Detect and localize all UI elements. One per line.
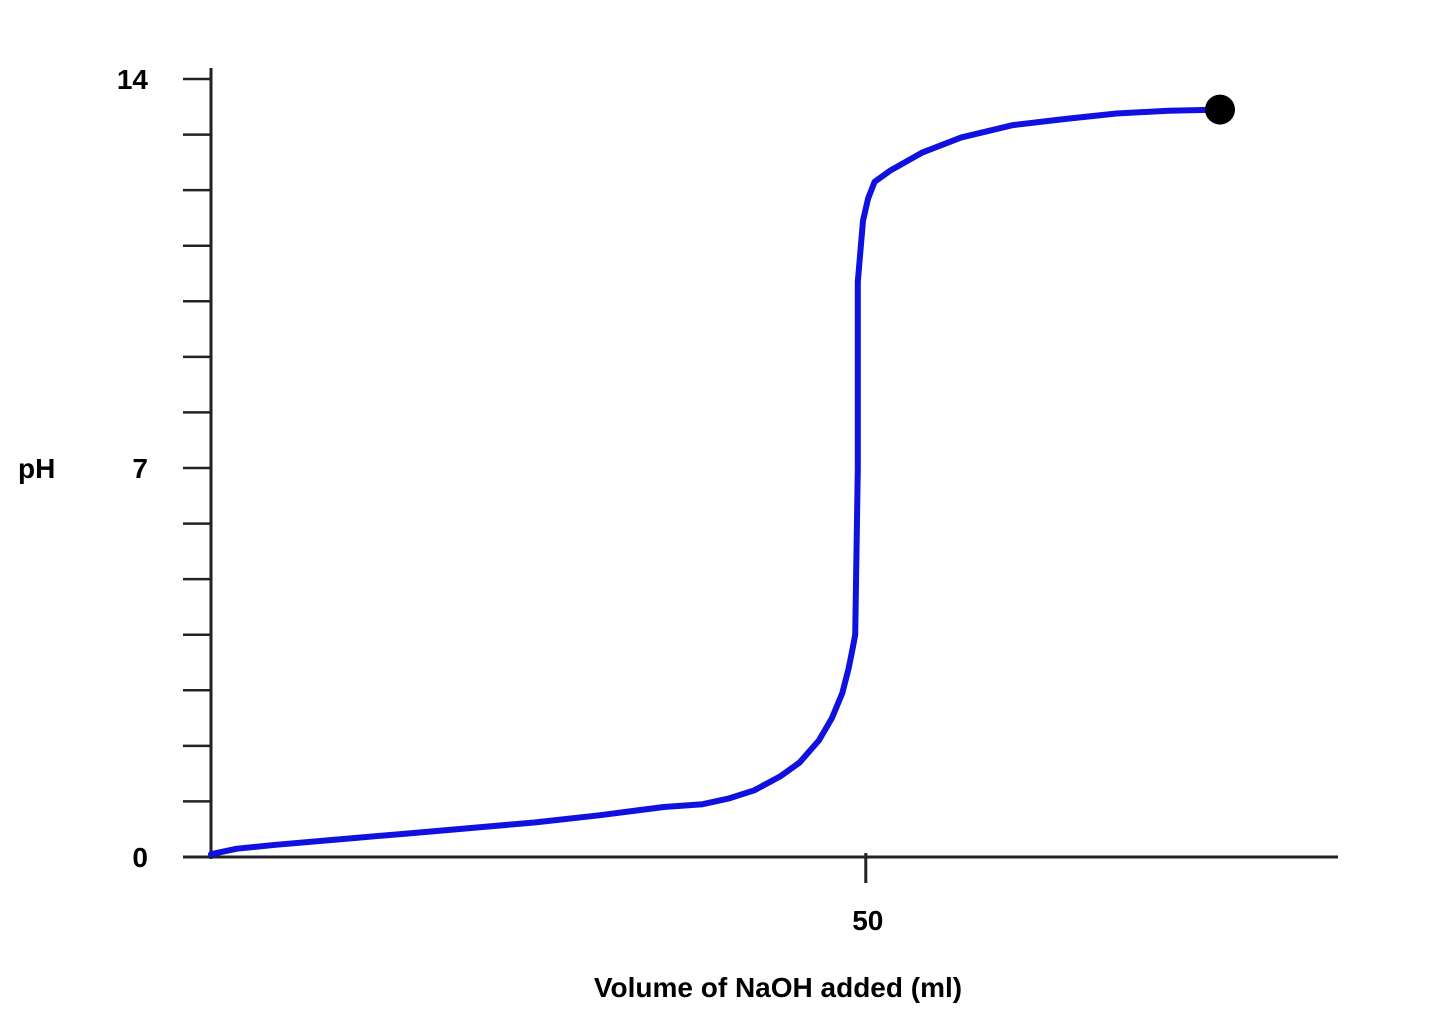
x-tick-label-50: 50 [852,905,883,936]
series-line-0 [208,106,1223,858]
y-tick-label-7: 7 [132,453,148,484]
x-axis-title: Volume of NaOH added (ml) [594,972,962,1003]
y-axis: 0 7 14 [117,64,213,873]
y-tick-label-0: 0 [132,842,148,873]
y-tick-label-14: 14 [117,64,149,95]
x-axis: 50 [183,853,1338,936]
series-group [208,94,1235,858]
y-axis-title: pH [18,453,55,484]
endpoint-marker [1205,94,1235,125]
